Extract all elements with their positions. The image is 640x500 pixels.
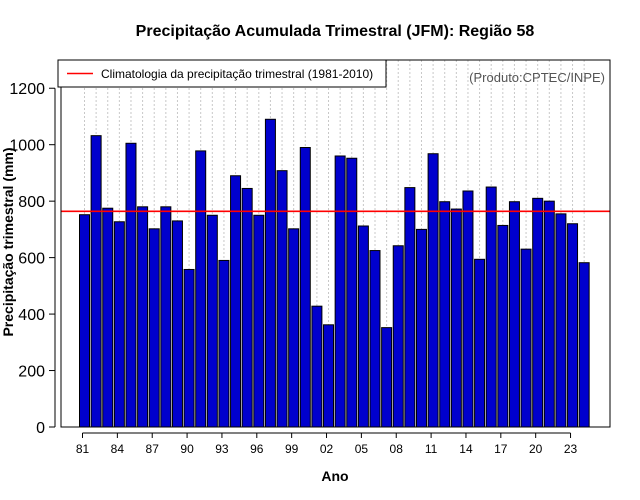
y-tick-label: 600 [18, 251, 45, 268]
bar-2002 [323, 324, 335, 428]
credit-text: (Produto:CPTEC/INPE) [469, 70, 605, 85]
bar-1987 [148, 228, 160, 428]
bar-2016 [485, 186, 497, 428]
bar-2012 [439, 201, 451, 428]
bar-2009 [404, 187, 416, 428]
x-tick-label: 99 [285, 442, 299, 456]
bar-1985 [125, 142, 137, 428]
x-tick-label: 23 [564, 442, 578, 456]
bar-2019 [520, 248, 532, 428]
x-tick-label: 81 [76, 442, 90, 456]
bar-1981 [79, 214, 90, 428]
x-tick-label: 08 [390, 442, 404, 456]
bar-1984 [113, 221, 125, 428]
bars [79, 118, 590, 428]
bar-1994 [230, 175, 242, 428]
chart-title: Precipitação Acumulada Trimestral (JFM):… [136, 23, 535, 40]
x-tick-label: 14 [459, 442, 473, 456]
bar-2001 [311, 305, 323, 428]
y-tick-label: 400 [18, 307, 45, 324]
bar-2020 [532, 197, 544, 428]
legend-label: Climatologia da precipitação trimestral … [101, 67, 373, 81]
bar-2017 [497, 224, 509, 428]
x-tick-label: 87 [146, 442, 160, 456]
bar-1991 [195, 150, 207, 428]
y-tick-label: 800 [18, 194, 45, 211]
bar-1998 [276, 170, 288, 428]
bar-2003 [334, 155, 346, 428]
x-axis: 81 84 87 90 93 96 99 02 05 08 11 14 17 20 23 [76, 432, 578, 456]
bar-2024 [578, 262, 590, 428]
y-tick-label: 1200 [9, 81, 45, 98]
x-axis-label: Ano [321, 468, 348, 484]
x-tick-label: 90 [180, 442, 194, 456]
bar-1995 [241, 187, 253, 428]
y-tick-label: 0 [36, 420, 45, 437]
y-tick-label: 200 [18, 364, 45, 381]
bar-1997 [264, 118, 276, 428]
bar-1999 [288, 228, 300, 428]
bar-1982 [90, 135, 102, 428]
y-tick-label: 1000 [9, 138, 45, 155]
bar-2004 [346, 157, 358, 428]
bar-2005 [357, 225, 369, 428]
x-tick-label: 96 [250, 442, 264, 456]
bar-2008 [392, 245, 404, 428]
bar-1989 [171, 220, 183, 428]
bar-2000 [299, 147, 311, 428]
x-tick-label: 05 [355, 442, 369, 456]
bar-2006 [369, 250, 381, 428]
bar-1992 [206, 214, 218, 428]
bar-1983 [102, 207, 114, 428]
x-tick-label: 02 [320, 442, 334, 456]
bar-2022 [555, 213, 567, 428]
x-tick-label: 20 [529, 442, 543, 456]
bar-2010 [415, 228, 427, 428]
bar-2021 [543, 200, 555, 428]
bar-2023 [567, 223, 579, 428]
bar-2007 [381, 327, 393, 428]
y-axis: 0 200 400 600 800 1000 1200 [9, 81, 56, 437]
bar-1990 [183, 268, 195, 428]
bar-2014 [462, 190, 474, 428]
bar-2011 [427, 153, 439, 428]
x-tick-label: 17 [494, 442, 508, 456]
x-tick-label: 93 [215, 442, 229, 456]
y-axis-label: Precipitação trimestral (mm) [0, 147, 16, 336]
bar-2015 [474, 258, 486, 428]
x-tick-label: 84 [111, 442, 125, 456]
bar-1988 [160, 206, 172, 428]
legend-box [57, 59, 387, 88]
bar-1986 [137, 206, 149, 428]
x-tick-label: 11 [425, 442, 438, 456]
bar-1996 [253, 214, 265, 428]
legend: Climatologia da precipitação trimestral … [57, 59, 387, 88]
bar-1993 [218, 259, 230, 428]
bar-2018 [508, 201, 520, 428]
bar-2013 [450, 208, 462, 428]
